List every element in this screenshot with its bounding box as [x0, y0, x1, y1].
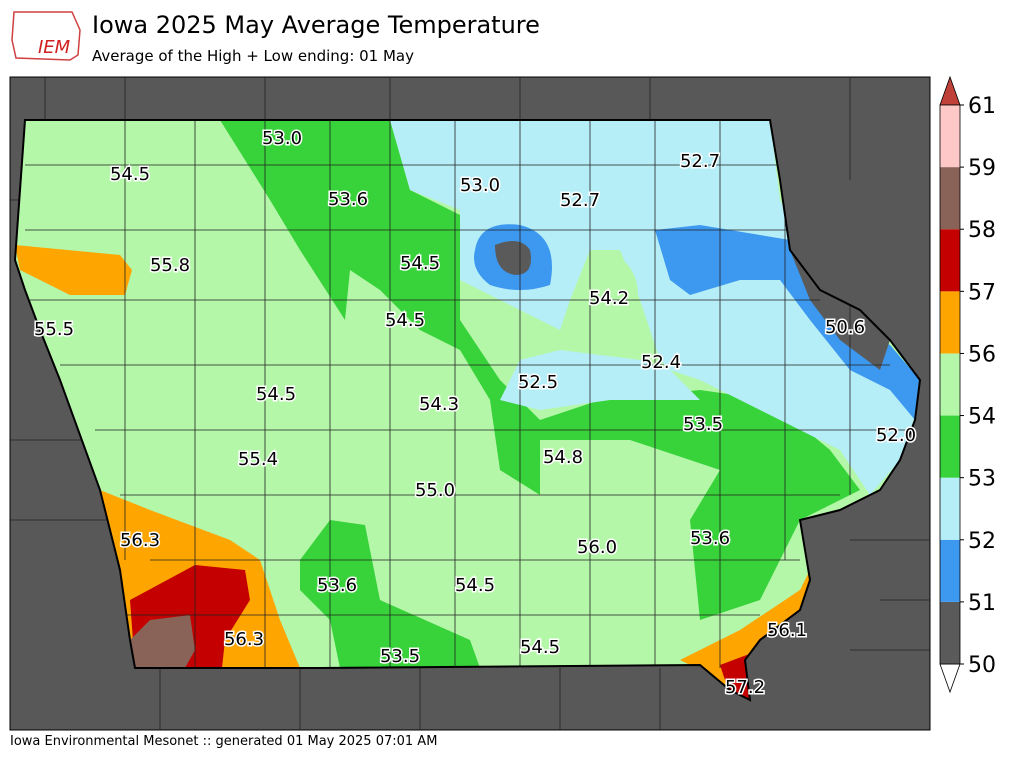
colorbar-tick-label: 61	[968, 94, 996, 119]
value-label: 53.6	[690, 528, 730, 549]
value-label: 52.0	[876, 425, 916, 446]
colorbar: 50 51 52 53 54 56 57 58 59 61	[939, 75, 996, 694]
colorbar-tick-label: 50	[968, 653, 996, 678]
colorbar-segment	[940, 601, 960, 664]
iowa-contours	[15, 120, 920, 700]
value-label: 54.3	[419, 394, 459, 415]
colorbar-segment	[940, 167, 960, 230]
value-label: 56.3	[120, 530, 160, 551]
value-label: 50.6	[825, 317, 865, 338]
value-label: 54.5	[110, 164, 150, 185]
value-label: 56.1	[767, 620, 807, 641]
value-label: 57.2	[725, 677, 765, 698]
value-label: 54.5	[520, 637, 560, 658]
subtitle: Average of the High + Low ending: 01 May	[92, 47, 414, 65]
colorbar-segment	[940, 291, 960, 354]
value-label: 54.8	[543, 447, 583, 468]
colorbar-segment	[940, 353, 960, 416]
value-label: 56.3	[224, 629, 264, 650]
map: 53.0 54.5 53.6 53.0 52.7 52.7 55.8 54.5 …	[9, 76, 931, 731]
value-label: 55.8	[150, 255, 190, 276]
colorbar-tick-label: 53	[968, 467, 996, 492]
value-label: 56.0	[577, 537, 617, 558]
value-label: 53.6	[317, 575, 357, 596]
colorbar-frame	[939, 104, 961, 665]
value-label: 53.0	[262, 128, 302, 149]
colorbar-tick-label: 51	[968, 591, 996, 616]
value-label: 55.5	[34, 319, 74, 340]
colorbar-segment	[940, 415, 960, 478]
value-label: 52.7	[560, 190, 600, 211]
value-label: 53.5	[683, 414, 723, 435]
value-label: 54.5	[256, 384, 296, 405]
value-label: 52.5	[518, 372, 558, 393]
value-label: 54.2	[589, 288, 629, 309]
colorbar-tick-label: 59	[968, 156, 996, 181]
colorbar-tick-label: 52	[968, 529, 996, 554]
value-label: 54.5	[400, 253, 440, 274]
title: Iowa 2025 May Average Temperature	[92, 11, 540, 39]
value-label: 54.5	[455, 575, 495, 596]
logo-text: IEM	[38, 37, 71, 58]
colorbar-tick-label: 58	[968, 218, 996, 243]
colorbar-tick-label: 56	[968, 342, 996, 367]
colorbar-segment	[940, 229, 960, 292]
value-label: 53.6	[328, 189, 368, 210]
value-label: 55.4	[238, 449, 278, 470]
colorbar-segment	[940, 105, 960, 168]
neighbor-lines	[10, 77, 930, 730]
colorbar-tick-label: 54	[968, 405, 996, 430]
value-label: 53.5	[380, 646, 420, 667]
value-label: 55.0	[415, 480, 455, 501]
value-label: 54.5	[385, 310, 425, 331]
value-label: 52.4	[641, 352, 681, 373]
colorbar-segment	[940, 539, 960, 602]
colorbar-segment	[940, 477, 960, 540]
colorbar-tick-label: 57	[968, 280, 996, 305]
value-label: 52.7	[680, 151, 720, 172]
footer: Iowa Environmental Mesonet :: generated …	[10, 734, 437, 749]
station-labels: 53.0 54.5 53.6 53.0 52.7 52.7 55.8 54.5 …	[32, 127, 917, 700]
logo: IEM	[11, 11, 81, 61]
value-label: 53.0	[460, 175, 500, 196]
